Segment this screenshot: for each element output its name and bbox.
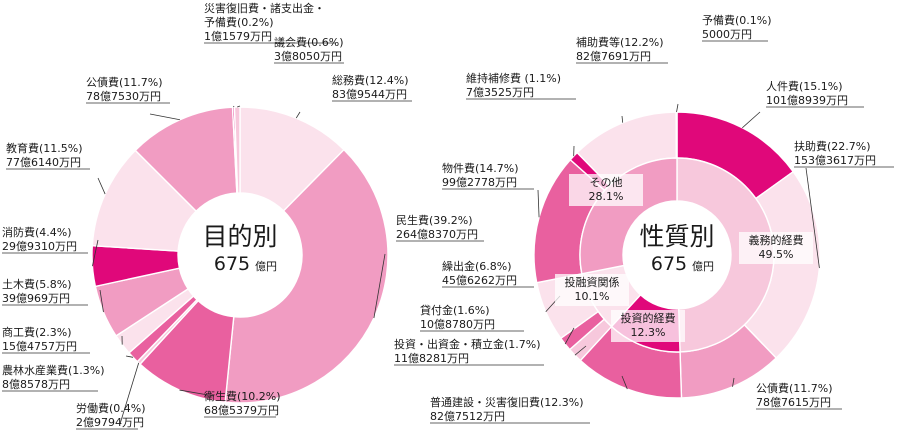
purpose-center-total: 675	[214, 253, 250, 275]
purpose-label-10-label0: 災害復旧費・諸支出金・	[204, 1, 325, 15]
purpose-label-1-label2: 264億8370万円	[396, 228, 478, 241]
purpose-leader-6	[99, 289, 104, 313]
nature-inner-label-0-name: 義務的経費	[749, 233, 804, 247]
nature-leader-9	[621, 115, 624, 123]
nature-leader-0	[742, 111, 761, 129]
purpose-label-5-label1: 商工費(2.3%)	[2, 325, 72, 339]
purpose-leader-9	[149, 113, 181, 121]
nature-label-2-label1: 公債費(11.7%)	[756, 381, 833, 395]
nature-label-3-label2: 82億7512万円	[430, 410, 505, 423]
nature-leader-3	[621, 375, 628, 390]
purpose-leader-3	[119, 362, 140, 425]
nature-leader-1	[805, 167, 820, 269]
nature-label-0-label1: 人件費(15.1%)	[766, 79, 843, 93]
nature-label-0-label2: 101億8939万円	[766, 94, 848, 107]
nature-inner-label-1-name: 投資的経費	[621, 311, 676, 325]
nature-leader-4	[574, 345, 587, 356]
nature-leader-5	[564, 327, 575, 345]
nature-leader-2	[732, 377, 735, 387]
purpose-label-9-label1: 公債費(11.7%)	[86, 75, 163, 89]
nature-leader-7	[537, 189, 540, 218]
nature-inner-label-box-2	[555, 274, 629, 306]
purpose-label-5-label2: 15億4757万円	[2, 340, 77, 353]
nature-inner-slice-0	[676, 157, 775, 353]
purpose-label-1-label1: 民生費(39.2%)	[396, 213, 473, 227]
nature-inner-label-box-3	[569, 174, 643, 206]
nature-inner-label-3-percent: 28.1%	[589, 190, 624, 203]
nature-label-9-label1: 補助費等(12.2%)	[576, 35, 664, 49]
purpose-leader-10	[233, 105, 235, 108]
purpose-label-4-label2: 8億8578万円	[2, 378, 70, 391]
nature-inner-label-box-0	[739, 232, 813, 264]
nature-inner-label-3-name: その他	[590, 176, 623, 189]
nature-label-10-label2: 5000万円	[702, 28, 752, 41]
nature-label-5-label2: 10億8780万円	[420, 318, 495, 331]
purpose-leader-7	[92, 239, 99, 267]
purpose-slice-11	[233, 106, 241, 194]
purpose-leader-4	[125, 355, 134, 358]
nature-label-1-label2: 153億3617万円	[794, 154, 876, 167]
purpose-leader-0	[295, 111, 301, 119]
nature-label-6-label1: 繰出金(6.8%)	[442, 259, 512, 273]
nature-label-7-label1: 物件費(14.7%)	[442, 161, 519, 175]
nature-inner-slice-3	[579, 157, 678, 275]
purpose-leader-2	[179, 389, 215, 397]
nature-inner-label-1-percent: 12.3%	[631, 326, 666, 339]
nature-center-title: 性質別	[639, 222, 714, 251]
purpose-donut	[91, 106, 389, 404]
purpose-leader-11	[237, 105, 241, 108]
nature-outer-slice-10	[675, 111, 678, 159]
purpose-label-11-label1: 議会費(0.6%)	[274, 35, 344, 49]
nature-label-5-label1: 貸付金(1.6%)	[420, 303, 490, 317]
purpose-leader-1	[373, 253, 386, 319]
purpose-label-9-label2: 78億7530万円	[86, 90, 161, 103]
purpose-label-6-label2: 39億969万円	[2, 292, 70, 305]
purpose-label-8-label2: 77億6140万円	[6, 156, 81, 169]
purpose-label-0-label2: 83億9544万円	[332, 88, 407, 101]
purpose-label-8-label1: 教育費(11.5%)	[6, 141, 83, 155]
nature-label-8-label1: 維持補修費 (1.1%)	[466, 71, 561, 85]
nature-label-4-label2: 11億8281万円	[394, 352, 469, 365]
nature-label-8-label2: 7億3525万円	[466, 86, 534, 99]
purpose-label-4-label1: 農林水産業費(1.3%)	[2, 363, 105, 377]
purpose-label-7-label1: 消防費(4.4%)	[2, 225, 72, 239]
purpose-slice-1	[224, 148, 389, 404]
nature-inner-label-0-percent: 49.5%	[759, 248, 794, 261]
purpose-label-11-label2: 3億8050万円	[274, 50, 342, 63]
purpose-label-3-label2: 2億9794万円	[76, 416, 144, 429]
nature-label-2-label2: 78億7615万円	[756, 396, 831, 409]
nature-label-10-label1: 予備費(0.1%)	[702, 13, 772, 27]
nature-center-total: 675	[651, 253, 687, 275]
purpose-label-10-label2: 1億1579万円	[204, 30, 272, 43]
nature-label-1-label1: 扶助費(22.7%)	[794, 139, 871, 153]
purpose-label-6-label1: 土木費(5.8%)	[2, 277, 72, 291]
nature-label-3-label1: 普通建設・災害復旧費(12.3%)	[430, 395, 584, 409]
purpose-label-7-label2: 29億9310万円	[2, 240, 77, 253]
purpose-label-0-label1: 総務費(12.4%)	[332, 73, 409, 87]
nature-inner-label-2-name: 投融資関係	[565, 275, 620, 289]
purpose-label-10-label1: 予備費(0.2%)	[204, 15, 274, 29]
nature-label-6-label2: 45億6262万円	[442, 274, 517, 287]
nature-center-unit: 億円	[692, 260, 714, 273]
nature-label-4-label1: 投資・出資金・積立金(1.7%)	[394, 337, 541, 351]
nature-inner-label-box-1	[611, 310, 685, 342]
purpose-leader-8	[97, 177, 106, 195]
nature-label-9-label2: 82億7691万円	[576, 50, 651, 63]
nature-inner-label-2-percent: 10.1%	[575, 290, 610, 303]
purpose-label-3-label1: 労働費(0.4%)	[76, 401, 146, 415]
nature-leader-10	[676, 103, 679, 113]
purpose-label-2-label2: 68億5379万円	[204, 404, 279, 417]
nature-label-7-label2: 99億2778万円	[442, 176, 517, 189]
purpose-center-unit: 億円	[255, 260, 277, 273]
purpose-label-2-label1: 衛生費(10.2%)	[204, 389, 281, 403]
purpose-center-title: 目的別	[202, 222, 277, 251]
